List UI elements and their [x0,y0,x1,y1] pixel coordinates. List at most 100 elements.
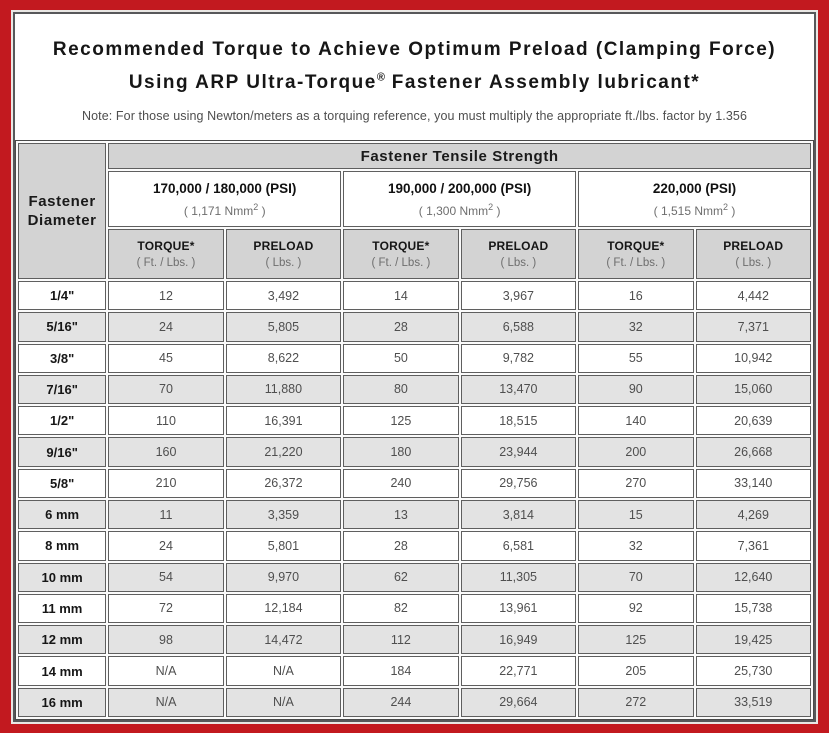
table-row: 12 mm 98 14,472 112 16,949 125 19,425 [18,625,811,655]
value-cell: 80 [343,374,459,405]
header-block: Recommended Torque to Achieve Optimum Pr… [15,14,814,140]
value-cell: 160 [108,437,224,467]
psi-group-220: 220,000 (PSI) ( 1,515 Nmm2 ) [578,171,811,227]
table-row: 14 mm N/A N/A 184 22,771 205 25,730 [18,656,811,686]
value-cell: 13,470 [460,374,577,405]
tensile-header-row: Fastener Diameter Fastener Tensile Stren… [18,143,811,279]
value-cell: 10,942 [695,343,811,373]
fastener-diameter-header: Fastener Diameter [18,143,107,279]
value-cell: 3,814 [460,499,577,530]
value-cell: 15 [578,499,694,530]
tensile-strength-header: Fastener Tensile Strength [108,143,811,169]
value-cell: 26,668 [695,437,811,467]
value-cell: 54 [108,562,224,592]
value-cell: 184 [343,656,459,686]
value-cell: 32 [578,312,694,342]
value-cell: 28 [343,312,459,342]
preload-column-header: PRELOAD ( Lbs. ) [225,229,342,279]
value-cell: 33,519 [695,687,811,717]
value-cell: 5,801 [225,531,342,561]
value-cell: 125 [343,406,459,436]
value-cell: 244 [343,687,459,717]
diameter-cell: 8 mm [18,531,107,561]
registered-mark: ® [376,71,385,84]
diameter-cell: 16 mm [18,687,107,717]
nmm-label: ( 1,171 Nmm2 ) [183,201,266,218]
value-cell: 210 [108,468,224,498]
value-cell: 92 [578,593,694,624]
value-cell: 82 [343,593,459,624]
psi-label: 170,000 / 180,000 (PSI) [153,180,297,196]
value-cell: 3,492 [225,281,342,311]
table-row: 10 mm 54 9,970 62 11,305 70 12,640 [18,562,811,592]
page-title: Recommended Torque to Achieve Optimum Pr… [15,35,814,97]
value-cell: 55 [578,343,694,373]
value-cell: 14,472 [225,625,342,655]
value-cell: 23,944 [460,437,577,467]
value-cell: 8,622 [225,343,342,373]
value-cell: 11,305 [460,562,577,592]
diameter-cell: 3/8" [18,343,107,373]
note-text: Note: For those using Newton/meters as a… [81,109,747,124]
value-cell: 16 [578,281,694,311]
nmm-label: ( 1,515 Nmm2 ) [653,201,736,218]
value-cell: 180 [343,437,459,467]
title-line2: Using ARP Ultra-Torque® Fastener Assembl… [128,71,701,94]
diameter-cell: 10 mm [18,562,107,592]
column-header-row: TORQUE* ( Ft. / Lbs. ) PRELOAD ( Lbs. ) … [18,229,811,279]
diameter-cell: 5/8" [18,468,107,498]
value-cell: 18,515 [460,406,577,436]
value-cell: 15,738 [695,593,811,624]
value-cell: 70 [108,374,224,405]
value-cell: 26,372 [225,468,342,498]
preload-column-header: PRELOAD ( Lbs. ) [460,229,577,279]
value-cell: 270 [578,468,694,498]
table-row: 6 mm 11 3,359 13 3,814 15 4,269 [18,499,811,530]
value-cell: 24 [108,531,224,561]
diameter-cell: 6 mm [18,499,107,530]
value-cell: 70 [578,562,694,592]
value-cell: 3,967 [460,281,577,311]
table-row: 11 mm 72 12,184 82 13,961 92 15,738 [18,593,811,624]
torque-column-header: TORQUE* ( Ft. / Lbs. ) [578,229,694,279]
value-cell: 6,581 [460,531,577,561]
diameter-cell: 7/16" [18,374,107,405]
value-cell: 11,880 [225,374,342,405]
value-cell: 6,588 [460,312,577,342]
value-cell: 29,756 [460,468,577,498]
value-cell: 140 [578,406,694,436]
diameter-cell: 9/16" [18,437,107,467]
value-cell: 3,359 [225,499,342,530]
value-cell: 205 [578,656,694,686]
value-cell: 24 [108,312,224,342]
table-row: 9/16" 160 21,220 180 23,944 200 26,668 [18,437,811,467]
value-cell: N/A [108,687,224,717]
value-cell: 272 [578,687,694,717]
value-cell: N/A [108,656,224,686]
title-line1: Recommended Torque to Achieve Optimum Pr… [52,38,777,60]
value-cell: 16,391 [225,406,342,436]
value-cell: 9,970 [225,562,342,592]
value-cell: 16,949 [460,625,577,655]
psi-label: 190,000 / 200,000 (PSI) [387,180,532,196]
diameter-cell: 1/4" [18,281,107,311]
value-cell: 200 [578,437,694,467]
value-cell: N/A [225,687,342,717]
table-body: 1/4" 12 3,492 14 3,967 16 4,442 5/16" 24 5,805 28 6… [18,281,811,717]
diameter-cell: 1/2" [18,406,107,436]
value-cell: 5,805 [225,312,342,342]
torque-column-header: TORQUE* ( Ft. / Lbs. ) [343,229,459,279]
value-cell: 110 [108,406,224,436]
value-cell: 240 [343,468,459,498]
value-cell: 62 [343,562,459,592]
value-cell: 13,961 [460,593,577,624]
table-row: 1/2" 110 16,391 125 18,515 140 20,639 [18,406,811,436]
value-cell: 32 [578,531,694,561]
value-cell: 15,060 [695,374,811,405]
value-cell: 11 [108,499,224,530]
table-row: 1/4" 12 3,492 14 3,967 16 4,442 [18,281,811,311]
value-cell: 21,220 [225,437,342,467]
value-cell: 7,361 [695,531,811,561]
diameter-cell: 5/16" [18,312,107,342]
preload-column-header: PRELOAD ( Lbs. ) [695,229,811,279]
